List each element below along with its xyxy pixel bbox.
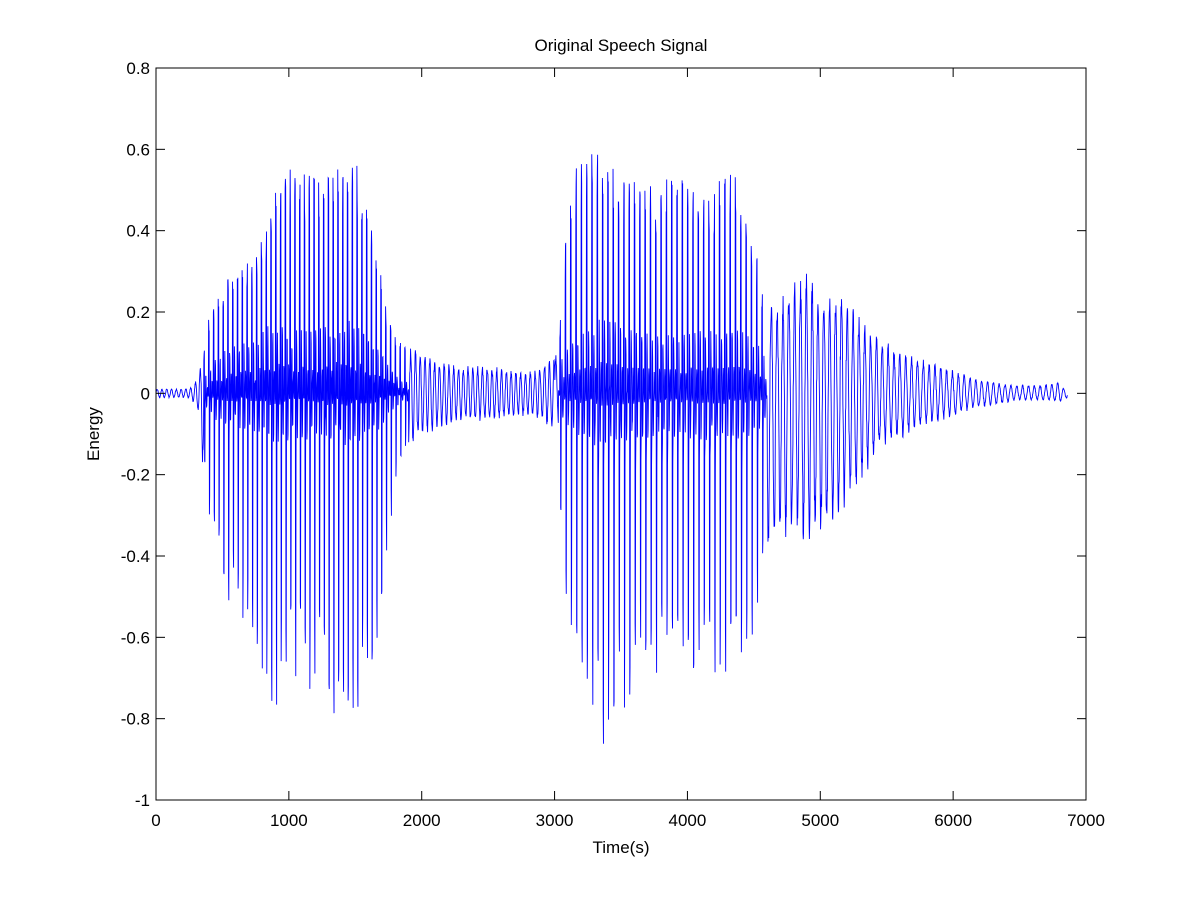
y-tick-label: -1 xyxy=(135,791,150,810)
y-tick-label: 0.2 xyxy=(126,303,150,322)
x-tick-label: 5000 xyxy=(801,811,839,830)
x-axis-label: Time(s) xyxy=(593,838,650,857)
y-tick-label: 0.8 xyxy=(126,59,150,78)
y-tick-labels: -1 -0.8 -0.6 -0.4 -0.2 0 0.2 0.4 0.6 0.8 xyxy=(121,59,150,810)
speech-signal-line xyxy=(155,154,1068,744)
x-tick-label: 2000 xyxy=(403,811,441,830)
y-tick-label: 0.6 xyxy=(126,140,150,159)
x-tick-label: 4000 xyxy=(669,811,707,830)
x-tick-label: 6000 xyxy=(934,811,972,830)
x-tick-label: 1000 xyxy=(270,811,308,830)
signal-layer xyxy=(155,154,1068,744)
chart-title: Original Speech Signal xyxy=(535,36,708,55)
y-axis-label: Energy xyxy=(84,407,103,461)
x-tick-labels: 0 1000 2000 3000 4000 5000 6000 7000 xyxy=(151,811,1105,830)
axes-box xyxy=(155,67,1087,801)
x-tick-label: 7000 xyxy=(1067,811,1105,830)
y-tick-label: 0 xyxy=(141,384,150,403)
y-tick-label: -0.8 xyxy=(121,710,150,729)
x-tick-label: 0 xyxy=(151,811,160,830)
y-tick-label: 0.4 xyxy=(126,222,150,241)
y-tick-label: -0.4 xyxy=(121,547,150,566)
x-tick-label: 3000 xyxy=(536,811,574,830)
y-tick-label: -0.6 xyxy=(121,628,150,647)
y-tick-label: -0.2 xyxy=(121,466,150,485)
